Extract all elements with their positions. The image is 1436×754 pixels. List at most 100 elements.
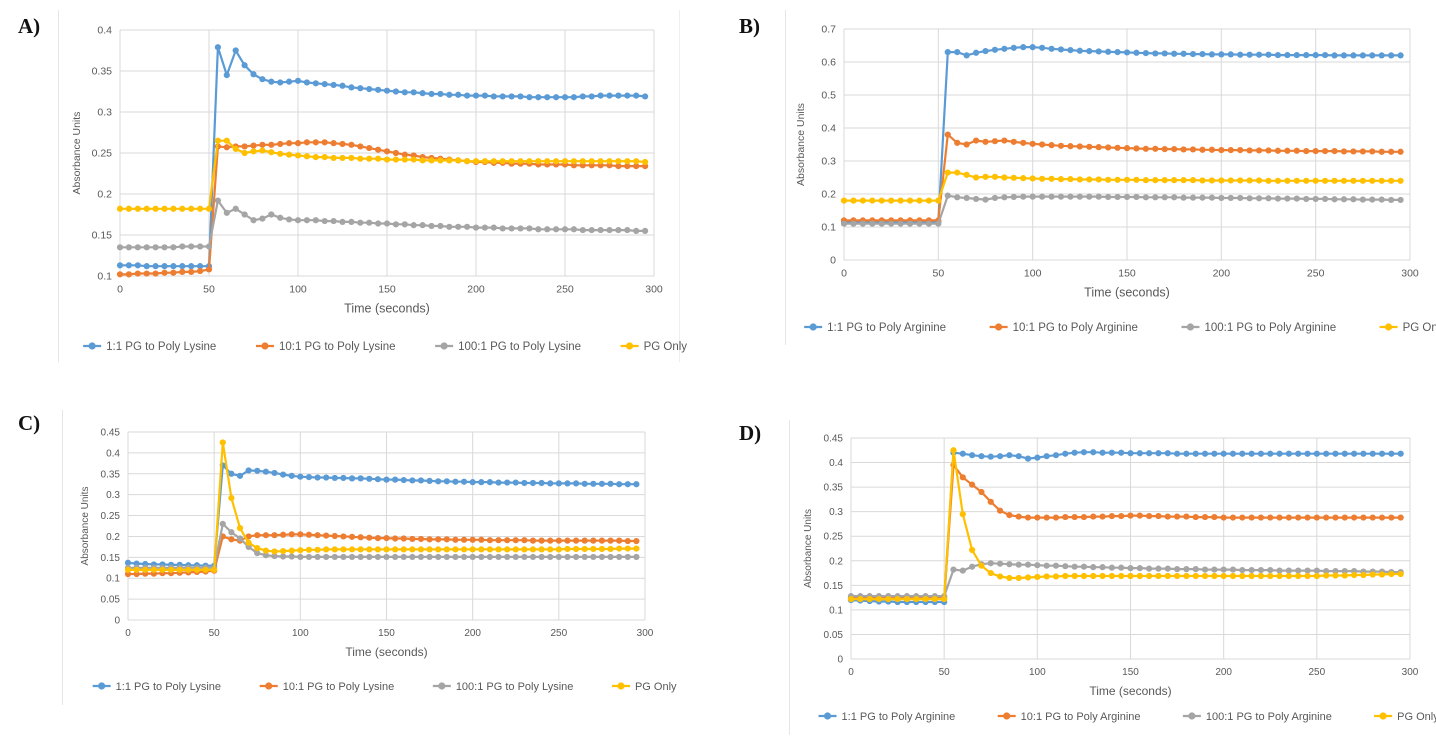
data-point (250, 142, 257, 149)
data-point (339, 154, 346, 162)
data-point (1052, 452, 1060, 459)
data-point (1199, 177, 1206, 184)
data-point (1189, 146, 1197, 153)
data-point (597, 92, 604, 99)
legend: 1:1 PG to Poly Lysine 10:1 PG to Poly Lys… (92, 681, 677, 693)
data-point (1001, 194, 1008, 201)
data-point (1142, 49, 1149, 57)
data-point (1369, 148, 1376, 155)
data-point (1322, 195, 1329, 203)
data-point (1340, 148, 1348, 155)
data-point (455, 91, 462, 98)
data-point (374, 546, 381, 553)
data-point (1276, 567, 1283, 574)
data-point (331, 546, 338, 553)
data-point (1034, 562, 1041, 569)
data-point (1211, 513, 1218, 521)
data-point (170, 244, 177, 251)
data-point (972, 195, 980, 203)
data-point (1080, 513, 1088, 521)
legend-item: PG Only (620, 341, 687, 353)
data-point (495, 553, 502, 561)
data-point (1118, 449, 1125, 456)
data-point (1057, 142, 1065, 149)
y-tick-label: 0.4 (821, 123, 836, 135)
data-point (490, 93, 497, 100)
data-point (553, 226, 560, 233)
data-point (1039, 175, 1046, 182)
data-point (1146, 572, 1153, 580)
y-tick-label: 0.45 (101, 428, 121, 439)
data-point (348, 218, 355, 225)
x-tick-label: 150 (1118, 268, 1136, 280)
data-point (486, 479, 493, 486)
data-point (303, 217, 310, 224)
data-point (417, 535, 425, 543)
data-point (330, 217, 337, 225)
data-point (277, 150, 284, 157)
series-4 (116, 137, 649, 212)
data-point (460, 553, 468, 561)
data-point (944, 49, 951, 56)
data-point (598, 480, 606, 487)
data-point (1099, 572, 1106, 580)
data-point (1118, 572, 1125, 580)
data-point (1304, 514, 1311, 521)
data-point (1127, 572, 1134, 580)
data-point (529, 553, 537, 561)
data-point (305, 531, 313, 538)
data-point (991, 194, 999, 202)
data-point (205, 266, 213, 273)
data-point (508, 225, 515, 232)
data-point (143, 244, 150, 251)
data-point (1071, 563, 1078, 570)
data-point (1039, 141, 1046, 148)
data-point (1304, 567, 1311, 574)
data-point (228, 536, 235, 543)
x-tick-label: 0 (848, 667, 854, 678)
y-tick-label: 0.4 (106, 448, 120, 459)
data-point (1133, 193, 1140, 201)
data-point (152, 270, 159, 277)
data-point (916, 197, 923, 204)
data-point (1029, 140, 1036, 147)
data-point (348, 154, 355, 162)
data-point (1062, 450, 1069, 457)
x-tick-label: 200 (464, 628, 481, 639)
data-point (1136, 572, 1143, 580)
data-point (409, 477, 416, 484)
data-point (1229, 572, 1237, 580)
data-point (1369, 514, 1376, 521)
data-point (1086, 193, 1093, 200)
data-point (446, 157, 453, 164)
data-point (375, 220, 382, 227)
data-point (1239, 514, 1246, 521)
legend-item: PG Only (611, 681, 677, 693)
data-point (1227, 194, 1234, 202)
data-point (1136, 565, 1143, 572)
data-point (161, 205, 168, 212)
data-point (366, 219, 373, 226)
data-point (294, 152, 302, 159)
legend-label: PG Only (1397, 711, 1436, 723)
data-point (1312, 51, 1319, 59)
data-point (323, 546, 330, 553)
data-point (1192, 572, 1199, 580)
data-point (1369, 52, 1376, 59)
data-point (464, 158, 471, 165)
data-point (581, 537, 588, 544)
data-point (1090, 572, 1097, 580)
y-tick-label: 0.45 (824, 434, 844, 445)
data-point (143, 270, 150, 277)
data-point (982, 48, 989, 55)
data-point (1034, 454, 1041, 461)
data-point (259, 141, 266, 148)
data-point (357, 546, 364, 553)
data-point (1180, 177, 1187, 184)
data-point (1323, 572, 1330, 579)
data-point (1048, 142, 1055, 149)
legend: 1:1 PG to Poly Arginine 10:1 PG to Poly A… (804, 322, 1436, 334)
data-point (357, 85, 364, 92)
data-point (1323, 514, 1330, 521)
